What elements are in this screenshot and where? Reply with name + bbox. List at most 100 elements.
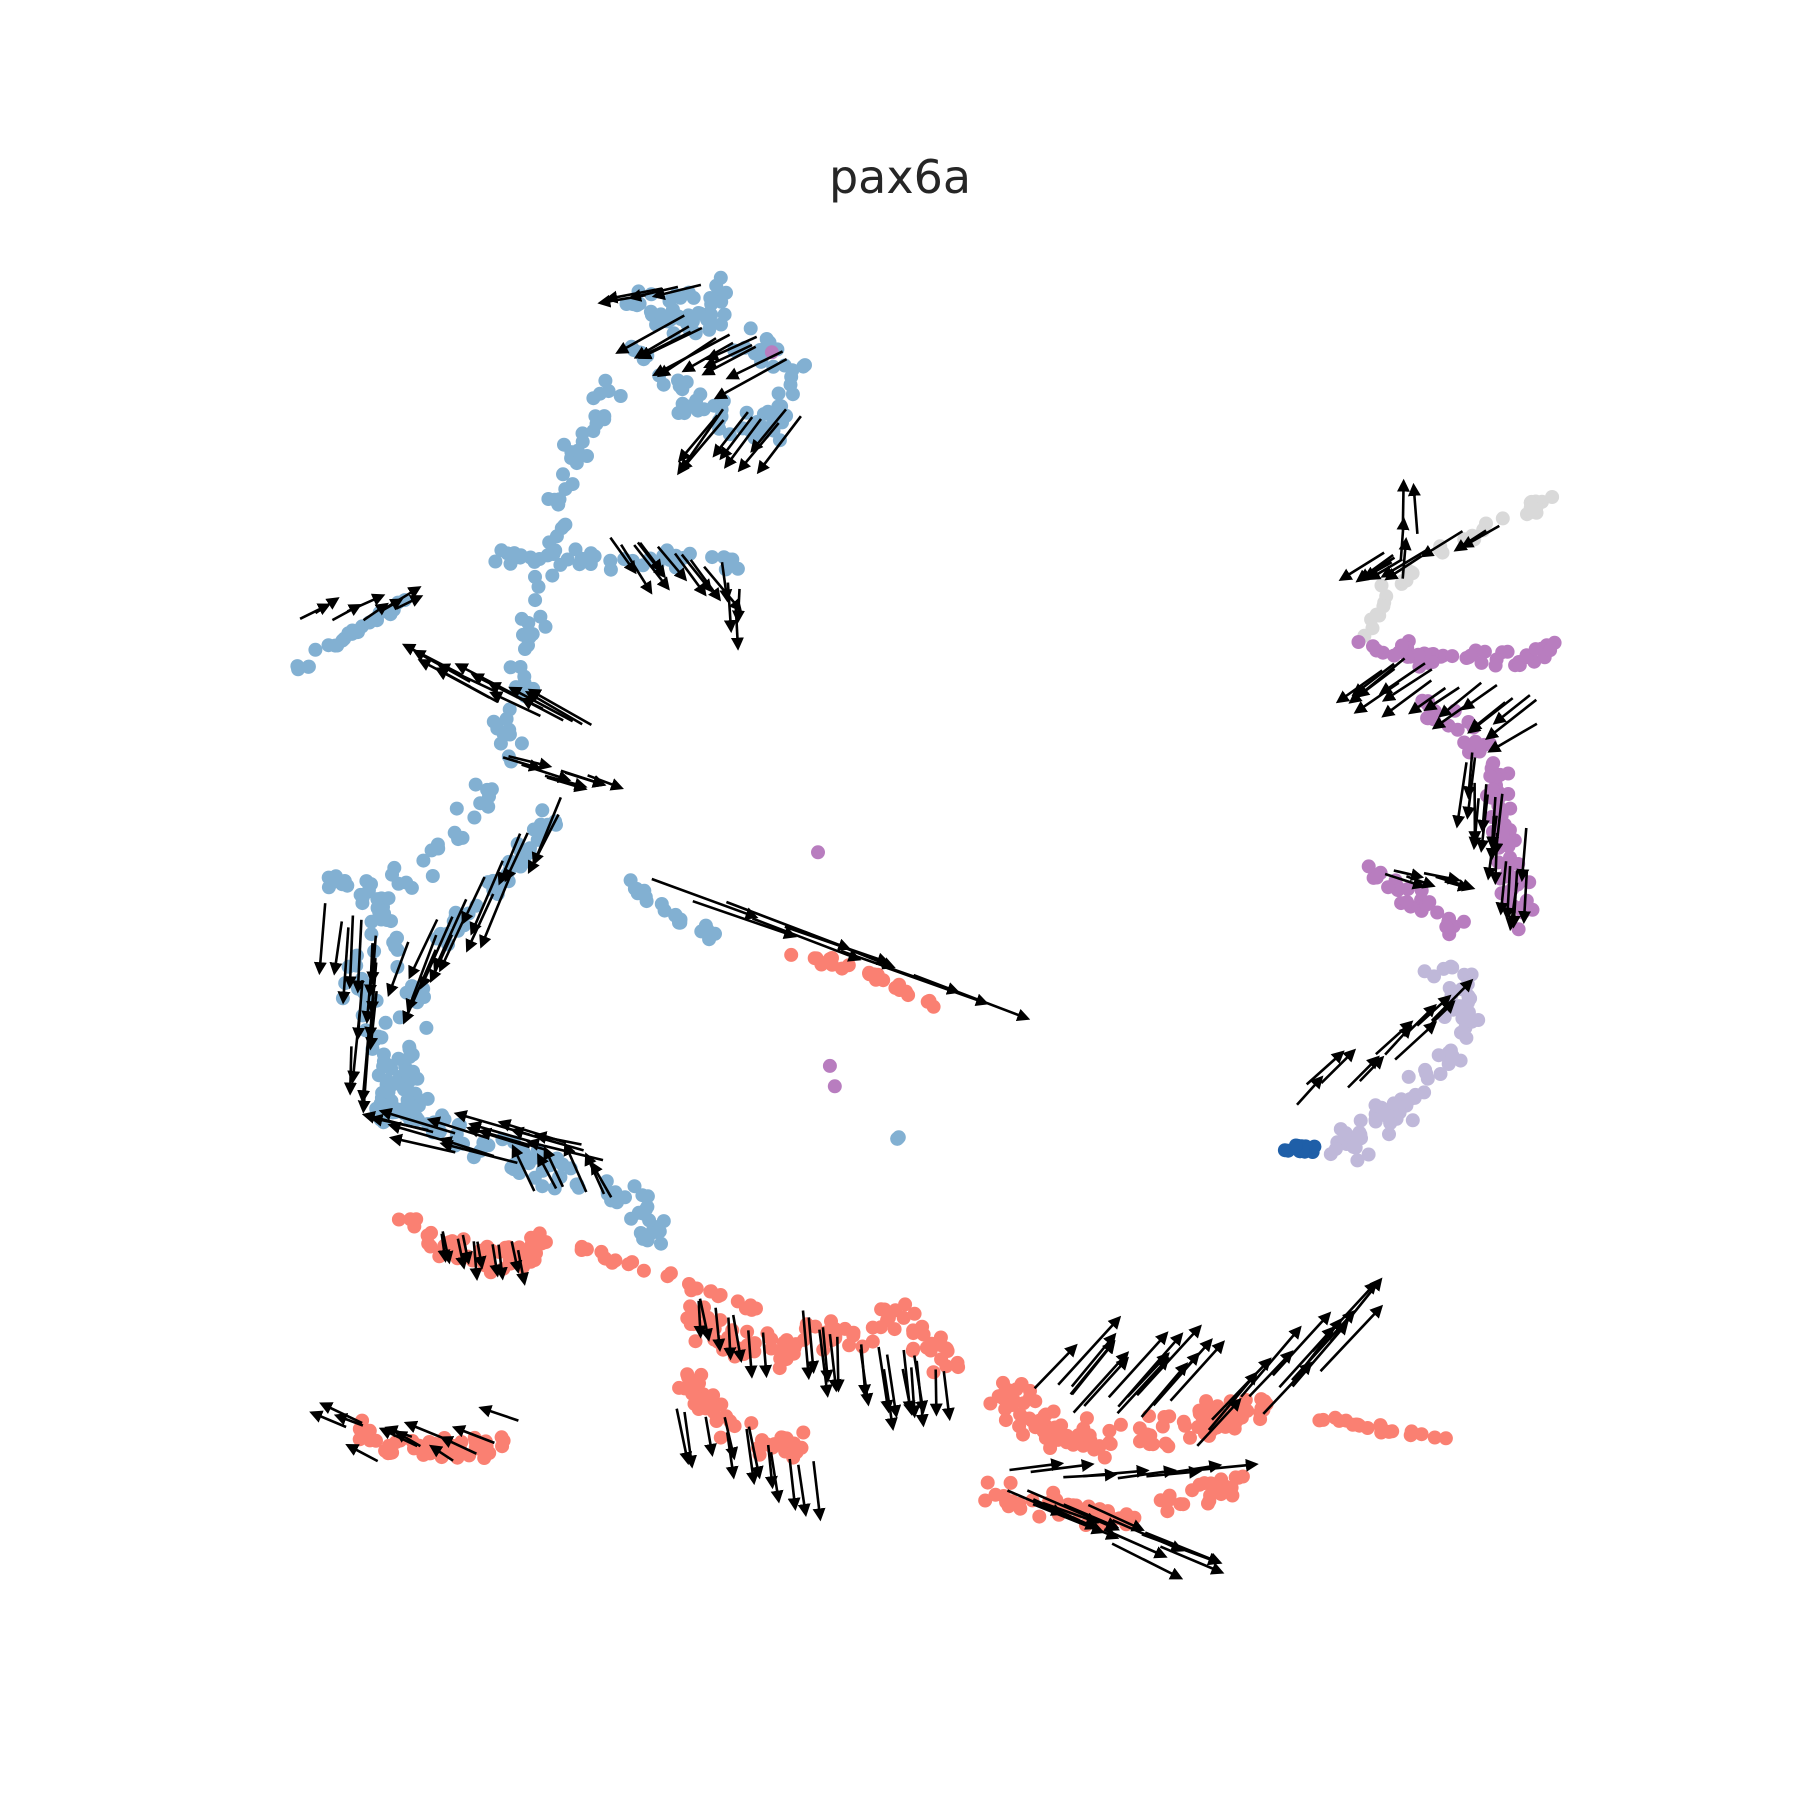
cell-point (713, 270, 728, 285)
velocity-arrow (1396, 478, 1410, 531)
cell-point (557, 437, 571, 452)
cell-point (1495, 511, 1510, 526)
cell-point (1459, 1030, 1474, 1045)
velocity-arrow (719, 562, 733, 603)
cell-point (1157, 1410, 1172, 1424)
cell-point (776, 1335, 791, 1350)
cell-point (1288, 1138, 1303, 1153)
cell-point (528, 593, 543, 608)
velocity-arrow (1146, 1465, 1203, 1479)
cell-point (743, 321, 758, 336)
velocity-arrow (460, 1234, 473, 1265)
cell-point (771, 386, 786, 401)
velocity-arrow (1140, 1362, 1189, 1418)
velocity-arrow (497, 833, 522, 886)
cell-point (624, 1211, 639, 1226)
cell-point (419, 1020, 434, 1035)
cell-point (409, 1212, 424, 1227)
cell-point (608, 1253, 623, 1268)
cell-point (730, 1294, 745, 1309)
cell-point (807, 951, 822, 966)
cell-point (705, 550, 720, 565)
velocity-arrow (395, 595, 424, 610)
velocity-arrow (378, 1107, 456, 1135)
cell-point (1477, 737, 1492, 752)
velocity-arrow (537, 1152, 558, 1190)
cell-point (1066, 1432, 1081, 1446)
velocity-arrow (313, 903, 327, 976)
velocity-arrow (1460, 524, 1500, 549)
cell-point (825, 957, 840, 972)
cell-point (1382, 1127, 1396, 1142)
cell-point (1113, 1417, 1128, 1432)
velocity-arrow (386, 941, 410, 998)
cell-point (514, 736, 529, 751)
velocity-arrow (508, 754, 553, 771)
cell-point (682, 399, 697, 414)
velocity-arrow (731, 1314, 746, 1363)
velocity-arrow (511, 1144, 536, 1192)
velocity-arrow (362, 602, 389, 622)
cell-point (482, 1446, 497, 1460)
velocity-arrow (1126, 1352, 1170, 1398)
cell-point (1445, 1048, 1460, 1063)
cell-point (865, 1334, 880, 1349)
velocity-arrow (609, 536, 637, 575)
cell-point (923, 1343, 938, 1358)
cell-point (744, 1302, 759, 1317)
velocity-arrow (351, 919, 365, 994)
cell-point (1240, 1403, 1255, 1418)
cell-point (939, 1359, 954, 1374)
velocity-arrow (679, 419, 725, 472)
cell-point (1443, 959, 1458, 974)
velocity-arrow (469, 1241, 483, 1281)
velocity-arrow (703, 343, 753, 369)
velocity-arrow (347, 1011, 362, 1084)
cell-point (1368, 1098, 1383, 1113)
velocity-arrow (509, 1241, 523, 1274)
velocity-arrow (1452, 762, 1468, 829)
velocity-arrow (828, 1333, 842, 1393)
cell-point (653, 307, 668, 322)
cell-point (574, 551, 589, 566)
velocity-arrow (1384, 872, 1426, 890)
cell-point (665, 302, 680, 317)
velocity-arrow (1423, 686, 1460, 712)
cell-point (907, 1306, 922, 1321)
velocity-arrow (859, 1349, 874, 1407)
cell-point (672, 379, 687, 394)
cell-point (406, 1105, 421, 1120)
velocity-arrow (438, 916, 467, 973)
cell-point (575, 426, 590, 441)
cell-point (635, 1188, 650, 1203)
cell-point (482, 789, 496, 804)
velocity-arrow (713, 357, 788, 400)
cell-point (1417, 964, 1432, 979)
cell-point (744, 1416, 759, 1431)
velocity-arrow (915, 1360, 929, 1428)
cell-point (625, 1255, 640, 1270)
velocity-arrow (744, 1330, 758, 1379)
cell-point (1442, 981, 1457, 995)
velocity-arrow (1423, 871, 1462, 885)
velocity-arrow (730, 603, 744, 651)
cell-point (488, 554, 503, 569)
cell-point (1178, 1418, 1192, 1433)
velocity-arrow (1170, 1460, 1223, 1474)
velocity-arrow (693, 1300, 707, 1339)
velocity-arrow (366, 935, 380, 985)
cell-point (640, 1233, 655, 1248)
cell-point (978, 1493, 993, 1508)
velocity-arrow (639, 542, 663, 573)
velocity-arrow (1476, 784, 1490, 833)
velocity-arrow (408, 918, 439, 980)
velocity-arrow (1305, 1050, 1345, 1086)
cell-point (549, 529, 564, 544)
velocity-arrow (756, 415, 802, 475)
velocity-arrow (1407, 482, 1421, 535)
velocity-arrow (704, 1416, 717, 1457)
cell-point (1376, 599, 1391, 614)
cell-point (308, 642, 323, 657)
cell-point (486, 714, 501, 729)
velocity-arrow (759, 1332, 773, 1379)
